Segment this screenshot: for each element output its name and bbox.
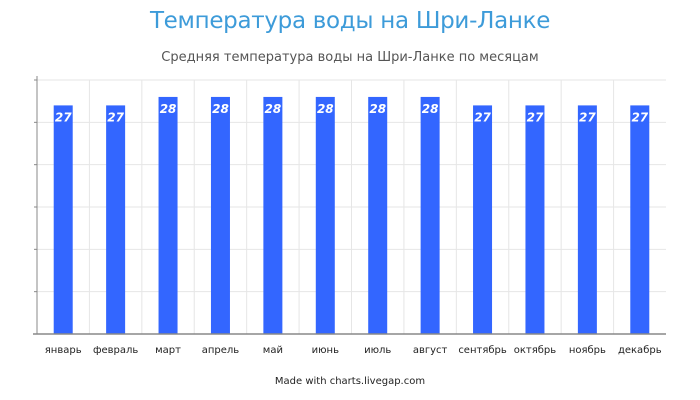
bar: [577, 105, 597, 335]
bar: [210, 96, 230, 334]
bar-value-label: 28: [212, 102, 229, 116]
grid-lines: [37, 79, 666, 334]
chart-subtitle: Средняя температура воды на Шри-Ланке по…: [161, 50, 539, 65]
bar-value-label: 27: [631, 110, 648, 124]
chart-credit: Made with charts.livegap.com: [274, 376, 426, 387]
bar-value-label: 28: [317, 102, 334, 116]
bar-value-label: 27: [579, 110, 596, 124]
bar-value-label: 28: [160, 102, 177, 116]
axes: [33, 76, 666, 335]
x-tick-label: май: [263, 345, 283, 356]
bar: [158, 96, 178, 334]
tick-labels: январь февраль март апрель май июнь июль август…: [45, 345, 662, 356]
chart-title: Температура воды на Шри-Ланке: [149, 8, 551, 34]
x-tick-label: февраль: [93, 345, 138, 356]
x-tick-label: сентябрь: [458, 345, 507, 356]
bar: [368, 96, 388, 334]
bars: 27 27 28 28 28 28 28 28 27 27 27 27: [53, 96, 650, 335]
x-tick-label: декабрь: [618, 345, 662, 356]
bar-value-label: 28: [265, 102, 282, 116]
bar-value-label: 28: [369, 102, 386, 116]
x-tick-label: август: [413, 345, 448, 356]
x-tick-label: апрель: [202, 345, 240, 356]
bar: [525, 105, 545, 335]
bar-value-label: 27: [527, 110, 544, 124]
bar: [53, 105, 73, 335]
x-tick-label: ноябрь: [569, 345, 606, 356]
x-tick-label: январь: [45, 345, 82, 356]
bar: [420, 96, 440, 334]
x-tick-label: июль: [364, 345, 391, 356]
x-tick-label: октябрь: [514, 345, 557, 356]
bar: [315, 96, 335, 334]
bar-value-label: 27: [55, 110, 72, 124]
bar-value-label: 27: [107, 110, 124, 124]
bar-value-label: 27: [474, 110, 491, 124]
x-tick-label: март: [155, 345, 181, 356]
bar-value-label: 28: [422, 102, 439, 116]
bar: [263, 96, 283, 334]
bar: [473, 105, 493, 335]
bar: [630, 105, 650, 335]
bar: [106, 105, 126, 335]
x-tick-label: июнь: [312, 345, 339, 356]
